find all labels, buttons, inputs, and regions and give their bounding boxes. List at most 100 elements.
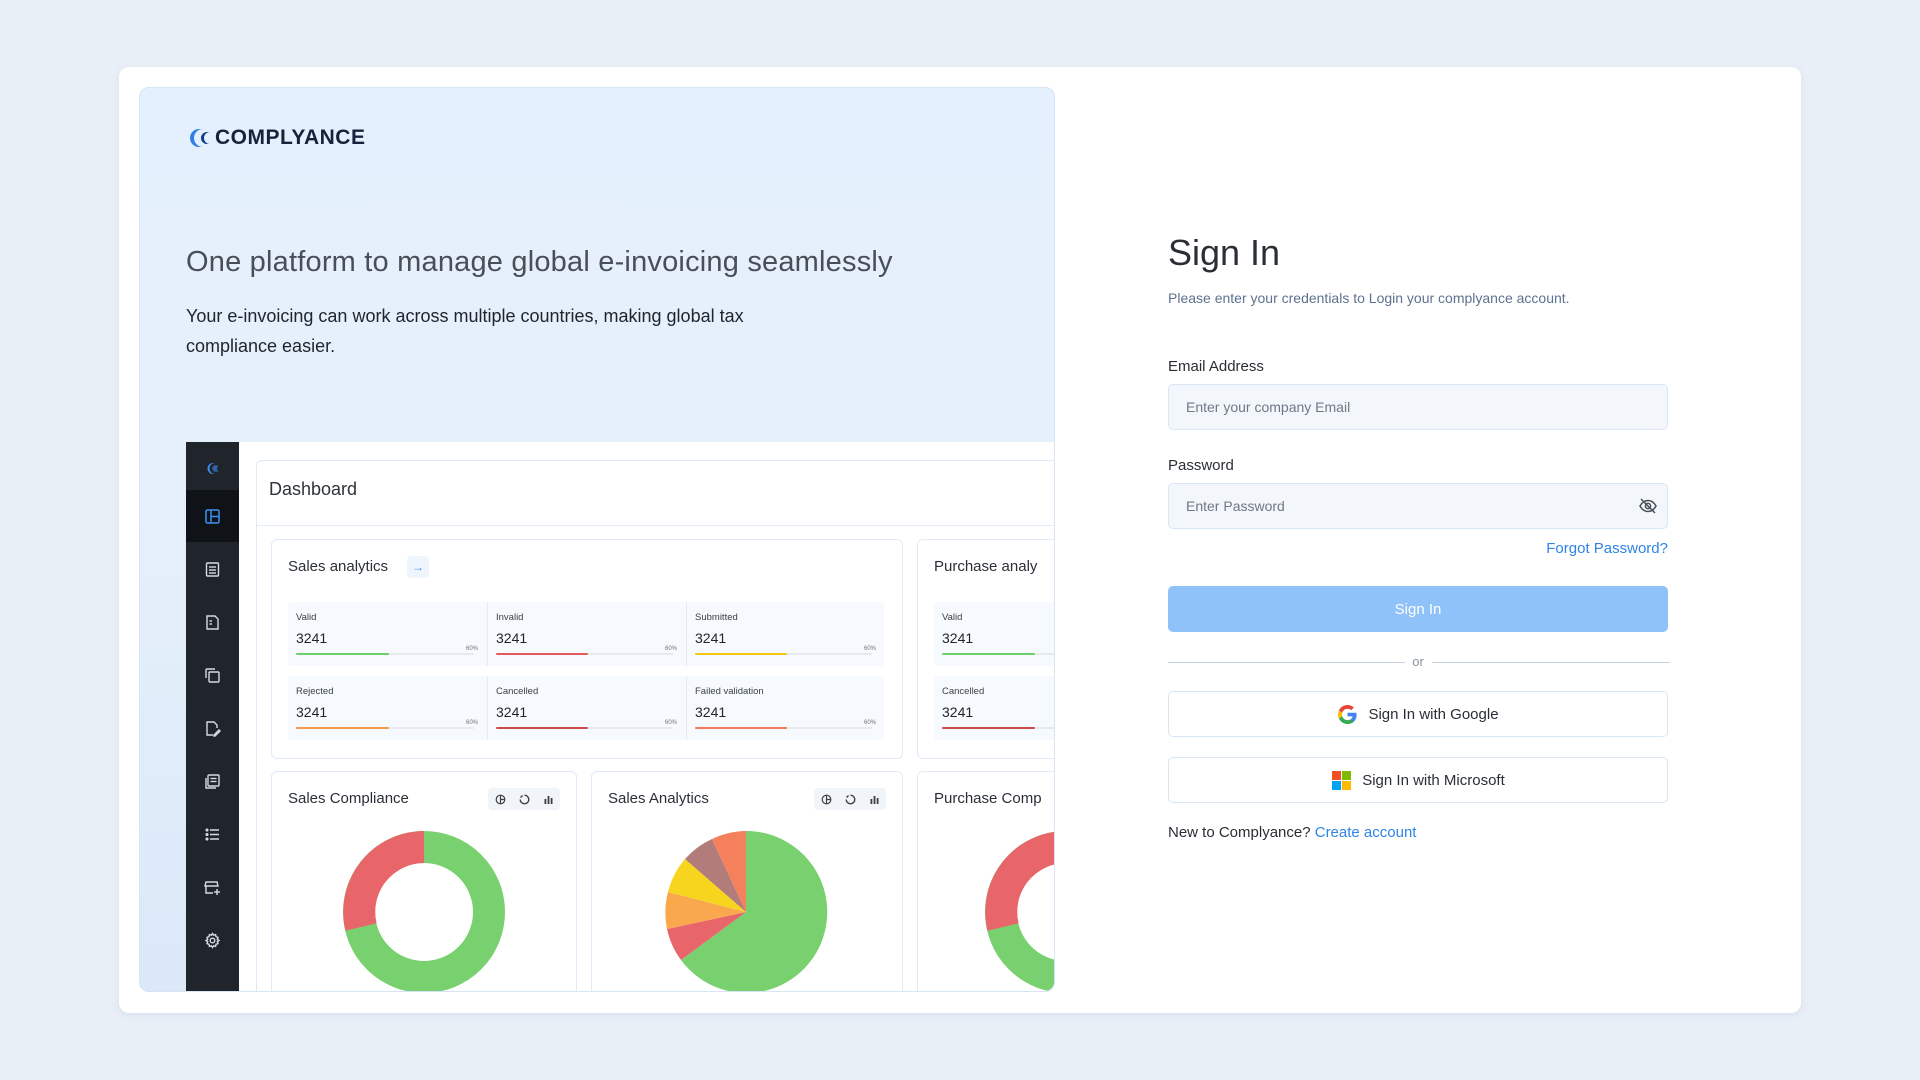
invoice-list-icon: [186, 543, 239, 595]
email-field[interactable]: [1168, 384, 1668, 430]
pie-slice-orange: [665, 892, 746, 929]
stat-percent: 60%: [664, 720, 677, 726]
sales-stat-grid: Valid 3241 60% Invalid 3241 60%: [288, 602, 884, 740]
signin-panel: Sign In Please enter your credentials to…: [1168, 67, 1768, 1013]
stat-percent: 60%: [465, 720, 478, 726]
stat-valid: Valid 3241 60%: [288, 602, 486, 666]
bar-chart-icon[interactable]: [862, 788, 886, 810]
dashboard-icon: [186, 490, 239, 542]
stat-progress-bar: [695, 727, 872, 729]
complyance-logo-icon: [186, 442, 239, 494]
donut-segment-red: [985, 832, 1054, 931]
stat-percent: 60%: [863, 646, 876, 652]
stat-label: Valid: [296, 612, 317, 623]
pie-slice-red: [667, 912, 746, 960]
microsoft-signin-label: Sign In with Microsoft: [1362, 771, 1505, 789]
divider-line: [1168, 662, 1405, 663]
divider-line: [1432, 662, 1670, 663]
pie-slice-coral: [712, 831, 746, 912]
create-account-link[interactable]: Create account: [1314, 824, 1417, 841]
chart-toolbar: [814, 788, 886, 810]
stat-value: 3241: [695, 704, 727, 720]
progress-fill: [942, 653, 1035, 655]
sales-analytics-title: Sales analytics: [288, 558, 389, 575]
signin-subtitle: Please enter your credentials to Login y…: [1168, 290, 1570, 306]
dashboard-main: Dashboard Sales analytics → Valid 3241 6…: [256, 460, 1054, 991]
stat-row: Valid 3241 60% Invalid 3241 60%: [288, 602, 884, 666]
stat-cancelled: Cancelled 3241: [934, 676, 1054, 740]
eye-off-icon[interactable]: [1638, 496, 1658, 516]
google-signin-label: Sign In with Google: [1368, 705, 1499, 723]
stat-progress-bar: [296, 727, 474, 729]
store-add-icon: [186, 861, 239, 913]
divider: [257, 525, 1054, 526]
stat-value: 3241: [496, 704, 528, 720]
progress-fill: [695, 653, 788, 655]
purchase-analytics-panel: Purchase analy Valid 3241 Cancelled 3241: [917, 539, 1054, 759]
google-signin-button[interactable]: Sign In with Google: [1168, 691, 1668, 737]
stat-invalid: Invalid 3241 60%: [487, 602, 685, 666]
brand-logo: COMPLYANCE: [185, 126, 365, 150]
bar-chart-icon[interactable]: [536, 788, 560, 810]
stat-valid: Valid 3241: [934, 602, 1054, 666]
stat-label: Invalid: [496, 612, 524, 623]
stat-label: Rejected: [296, 686, 334, 697]
stat-value: 3241: [942, 704, 974, 720]
stat-percent: 60%: [863, 720, 876, 726]
stat-value: 3241: [942, 630, 974, 646]
purchase-compliance-donut: [985, 831, 1054, 991]
dashboard-title: Dashboard: [269, 479, 358, 499]
stat-percent: 60%: [664, 646, 677, 652]
brand-name: COMPLYANCE: [215, 126, 366, 149]
pie-slice-yellow: [668, 859, 746, 912]
stat-row: Valid 3241: [934, 602, 1054, 666]
stat-value: 3241: [695, 630, 727, 646]
pie-chart-icon[interactable]: [814, 788, 838, 810]
dashboard-sidebar: [186, 442, 239, 991]
chart-toolbar: [488, 788, 560, 810]
reports-icon: [186, 755, 239, 807]
donut-chart-icon[interactable]: [838, 788, 862, 810]
forgot-password-link[interactable]: Forgot Password?: [1546, 540, 1668, 557]
stat-value: 3241: [296, 704, 328, 720]
sales-analytics-panel: Sales analytics → Valid 3241 60% Invalid: [271, 539, 903, 759]
stat-row: Cancelled 3241: [934, 676, 1054, 740]
or-text: or: [1412, 654, 1424, 669]
sales-analytics-pie: [665, 830, 828, 991]
progress-fill: [296, 653, 389, 655]
stat-progress-bar: [296, 653, 474, 655]
or-divider: or: [1168, 654, 1670, 670]
progress-fill: [942, 727, 1035, 729]
stat-submitted: Submitted 3241 60%: [686, 602, 884, 666]
signin-title: Sign In: [1168, 232, 1281, 273]
microsoft-signin-button[interactable]: Sign In with Microsoft: [1168, 757, 1668, 803]
stat-label: Valid: [942, 612, 963, 623]
stat-progress-bar: [496, 727, 673, 729]
settings-icon: [186, 914, 239, 966]
stat-progress-bar: [496, 653, 673, 655]
pie-slice-brown: [685, 839, 746, 912]
donut-segment-red: [343, 831, 425, 931]
hero-headline: One platform to manage global e-invoicin…: [186, 246, 893, 278]
pie-slice-green: [681, 830, 828, 991]
marketing-panel: COMPLYANCE One platform to manage global…: [139, 87, 1055, 992]
stat-failed-validation: Failed validation 3241 60%: [686, 676, 884, 740]
google-icon: [1338, 704, 1358, 724]
progress-fill: [496, 727, 589, 729]
signin-button[interactable]: Sign In: [1168, 586, 1668, 632]
stat-progress-bar: [942, 653, 1054, 655]
new-account-row: New to Complyance? Create account: [1168, 824, 1416, 841]
stat-cancelled: Cancelled 3241 60%: [487, 676, 685, 740]
complyance-logo-icon: [190, 129, 210, 147]
stat-value: 3241: [296, 630, 328, 646]
password-field[interactable]: [1168, 483, 1668, 529]
progress-fill: [496, 653, 589, 655]
donut-chart-icon[interactable]: [512, 788, 536, 810]
purchase-analytics-title: Purchase analy: [934, 558, 1038, 575]
pie-chart-icon[interactable]: [488, 788, 512, 810]
sales-compliance-panel: Sales Compliance: [271, 771, 577, 991]
stat-percent: 60%: [465, 646, 478, 652]
email-label: Email Address: [1168, 358, 1264, 375]
login-card: COMPLYANCE One platform to manage global…: [119, 67, 1801, 1013]
document-icon: [186, 596, 239, 648]
